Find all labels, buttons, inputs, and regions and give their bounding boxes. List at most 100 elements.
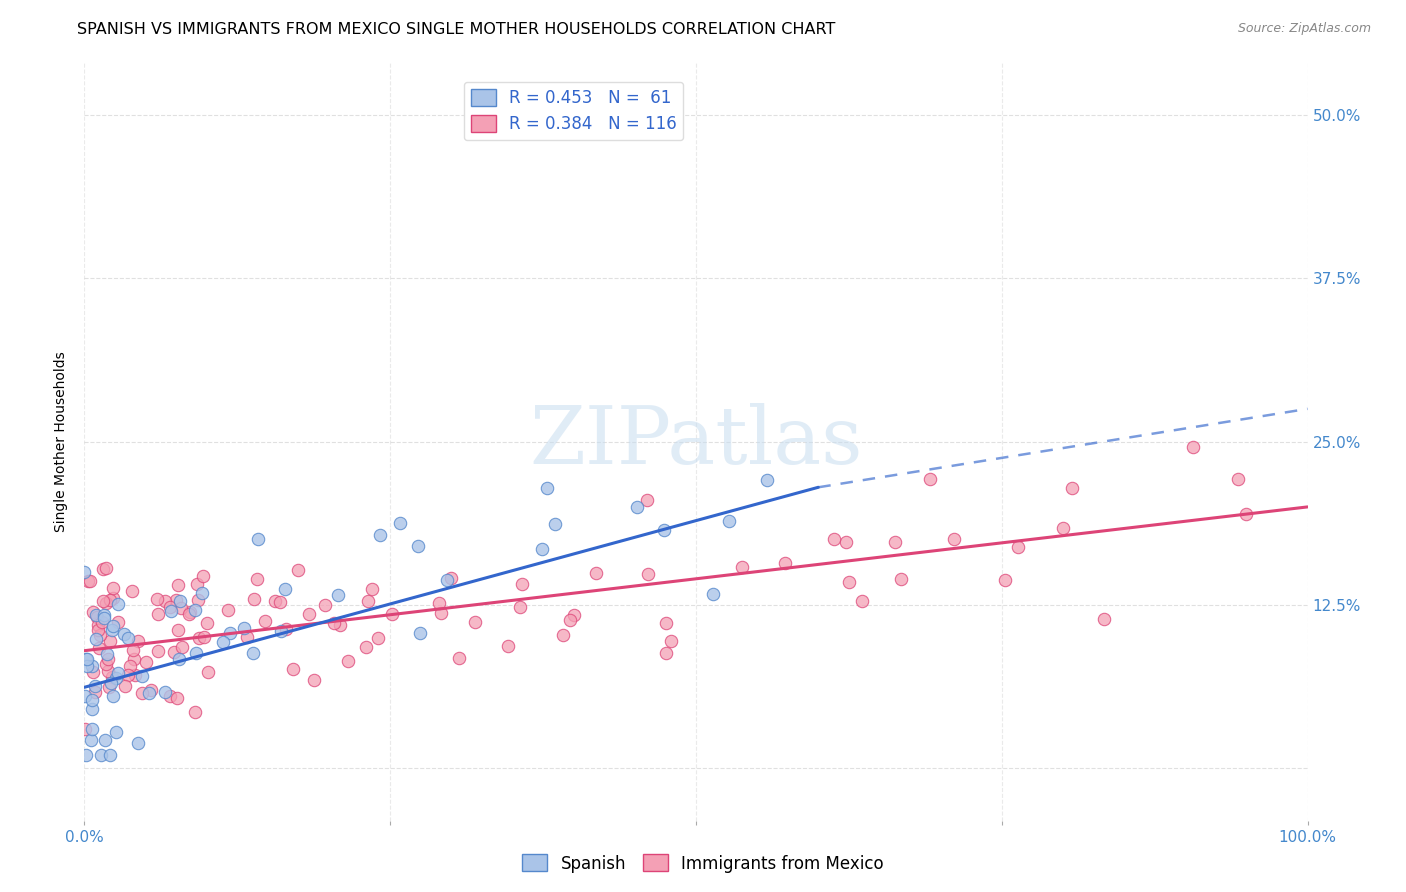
Text: SPANISH VS IMMIGRANTS FROM MEXICO SINGLE MOTHER HOUSEHOLDS CORRELATION CHART: SPANISH VS IMMIGRANTS FROM MEXICO SINGLE… <box>77 22 835 37</box>
Point <box>112 626 135 640</box>
Point <box>1234 508 1257 522</box>
Point <box>637 566 659 581</box>
Point <box>184 602 207 616</box>
Point <box>328 588 350 602</box>
Point <box>73 689 96 703</box>
Point <box>101 689 124 703</box>
Point <box>264 594 287 608</box>
Point <box>96 647 118 661</box>
Point <box>449 651 471 665</box>
Point <box>756 473 779 487</box>
Point <box>94 596 117 610</box>
Point <box>558 613 581 627</box>
Point <box>76 651 98 665</box>
Point <box>122 651 145 665</box>
Point <box>636 492 658 507</box>
Point <box>247 533 270 547</box>
Point <box>91 562 114 576</box>
Point <box>773 556 796 570</box>
Point <box>436 573 458 587</box>
Point <box>302 673 325 688</box>
Point <box>235 630 257 644</box>
Point <box>187 631 209 645</box>
Point <box>86 618 108 632</box>
Point <box>219 625 242 640</box>
Point <box>918 472 941 486</box>
Point <box>82 605 104 619</box>
Point <box>246 573 269 587</box>
Point <box>138 686 160 700</box>
Point <box>101 619 124 633</box>
Point <box>84 632 107 647</box>
Point <box>544 516 567 531</box>
Point <box>184 646 207 660</box>
Point <box>942 532 965 546</box>
Point <box>193 630 215 644</box>
Point <box>191 586 214 600</box>
Point <box>254 614 277 628</box>
Point <box>121 642 143 657</box>
Point <box>1052 521 1074 535</box>
Point <box>107 597 129 611</box>
Point <box>104 725 127 739</box>
Point <box>851 594 873 608</box>
Point <box>1181 440 1204 454</box>
Point <box>191 569 214 583</box>
Point <box>160 604 183 618</box>
Point <box>217 602 239 616</box>
Point <box>994 574 1017 588</box>
Point <box>131 686 153 700</box>
Point <box>107 615 129 630</box>
Point <box>121 584 143 599</box>
Point <box>356 640 378 655</box>
Point <box>120 659 142 673</box>
Point <box>87 623 110 637</box>
Point <box>427 596 450 610</box>
Point <box>367 632 389 646</box>
Point <box>101 581 124 595</box>
Point <box>98 748 121 763</box>
Point <box>80 659 103 673</box>
Point <box>440 571 463 585</box>
Point <box>406 539 429 553</box>
Text: ZIPatlas: ZIPatlas <box>529 402 863 481</box>
Point <box>659 634 682 648</box>
Point <box>233 621 256 635</box>
Point <box>100 593 122 607</box>
Legend: Spanish, Immigrants from Mexico: Spanish, Immigrants from Mexico <box>516 847 890 880</box>
Point <box>368 528 391 542</box>
Point <box>100 670 122 684</box>
Point <box>162 645 184 659</box>
Point <box>273 582 295 596</box>
Point <box>75 652 97 666</box>
Point <box>276 622 298 636</box>
Point <box>80 722 103 736</box>
Point <box>360 582 382 597</box>
Point <box>183 705 205 719</box>
Point <box>510 577 533 591</box>
Point <box>97 664 120 678</box>
Point <box>167 652 190 666</box>
Point <box>1226 472 1249 486</box>
Point <box>165 593 187 607</box>
Point <box>179 605 201 619</box>
Point <box>464 615 486 629</box>
Point <box>211 635 233 649</box>
Point <box>127 633 149 648</box>
Y-axis label: Single Mother Households: Single Mother Households <box>55 351 69 532</box>
Point <box>337 654 360 668</box>
Legend: R = 0.453   N =  61, R = 0.384   N = 116: R = 0.453 N = 61, R = 0.384 N = 116 <box>464 82 683 140</box>
Point <box>823 532 845 546</box>
Point <box>159 599 181 614</box>
Point <box>159 689 181 703</box>
Point <box>84 685 107 699</box>
Point <box>127 736 149 750</box>
Point <box>141 683 163 698</box>
Point <box>186 577 208 591</box>
Point <box>835 534 858 549</box>
Point <box>281 662 304 676</box>
Point <box>76 574 98 588</box>
Point <box>655 616 678 631</box>
Point <box>82 665 104 680</box>
Point <box>169 594 191 608</box>
